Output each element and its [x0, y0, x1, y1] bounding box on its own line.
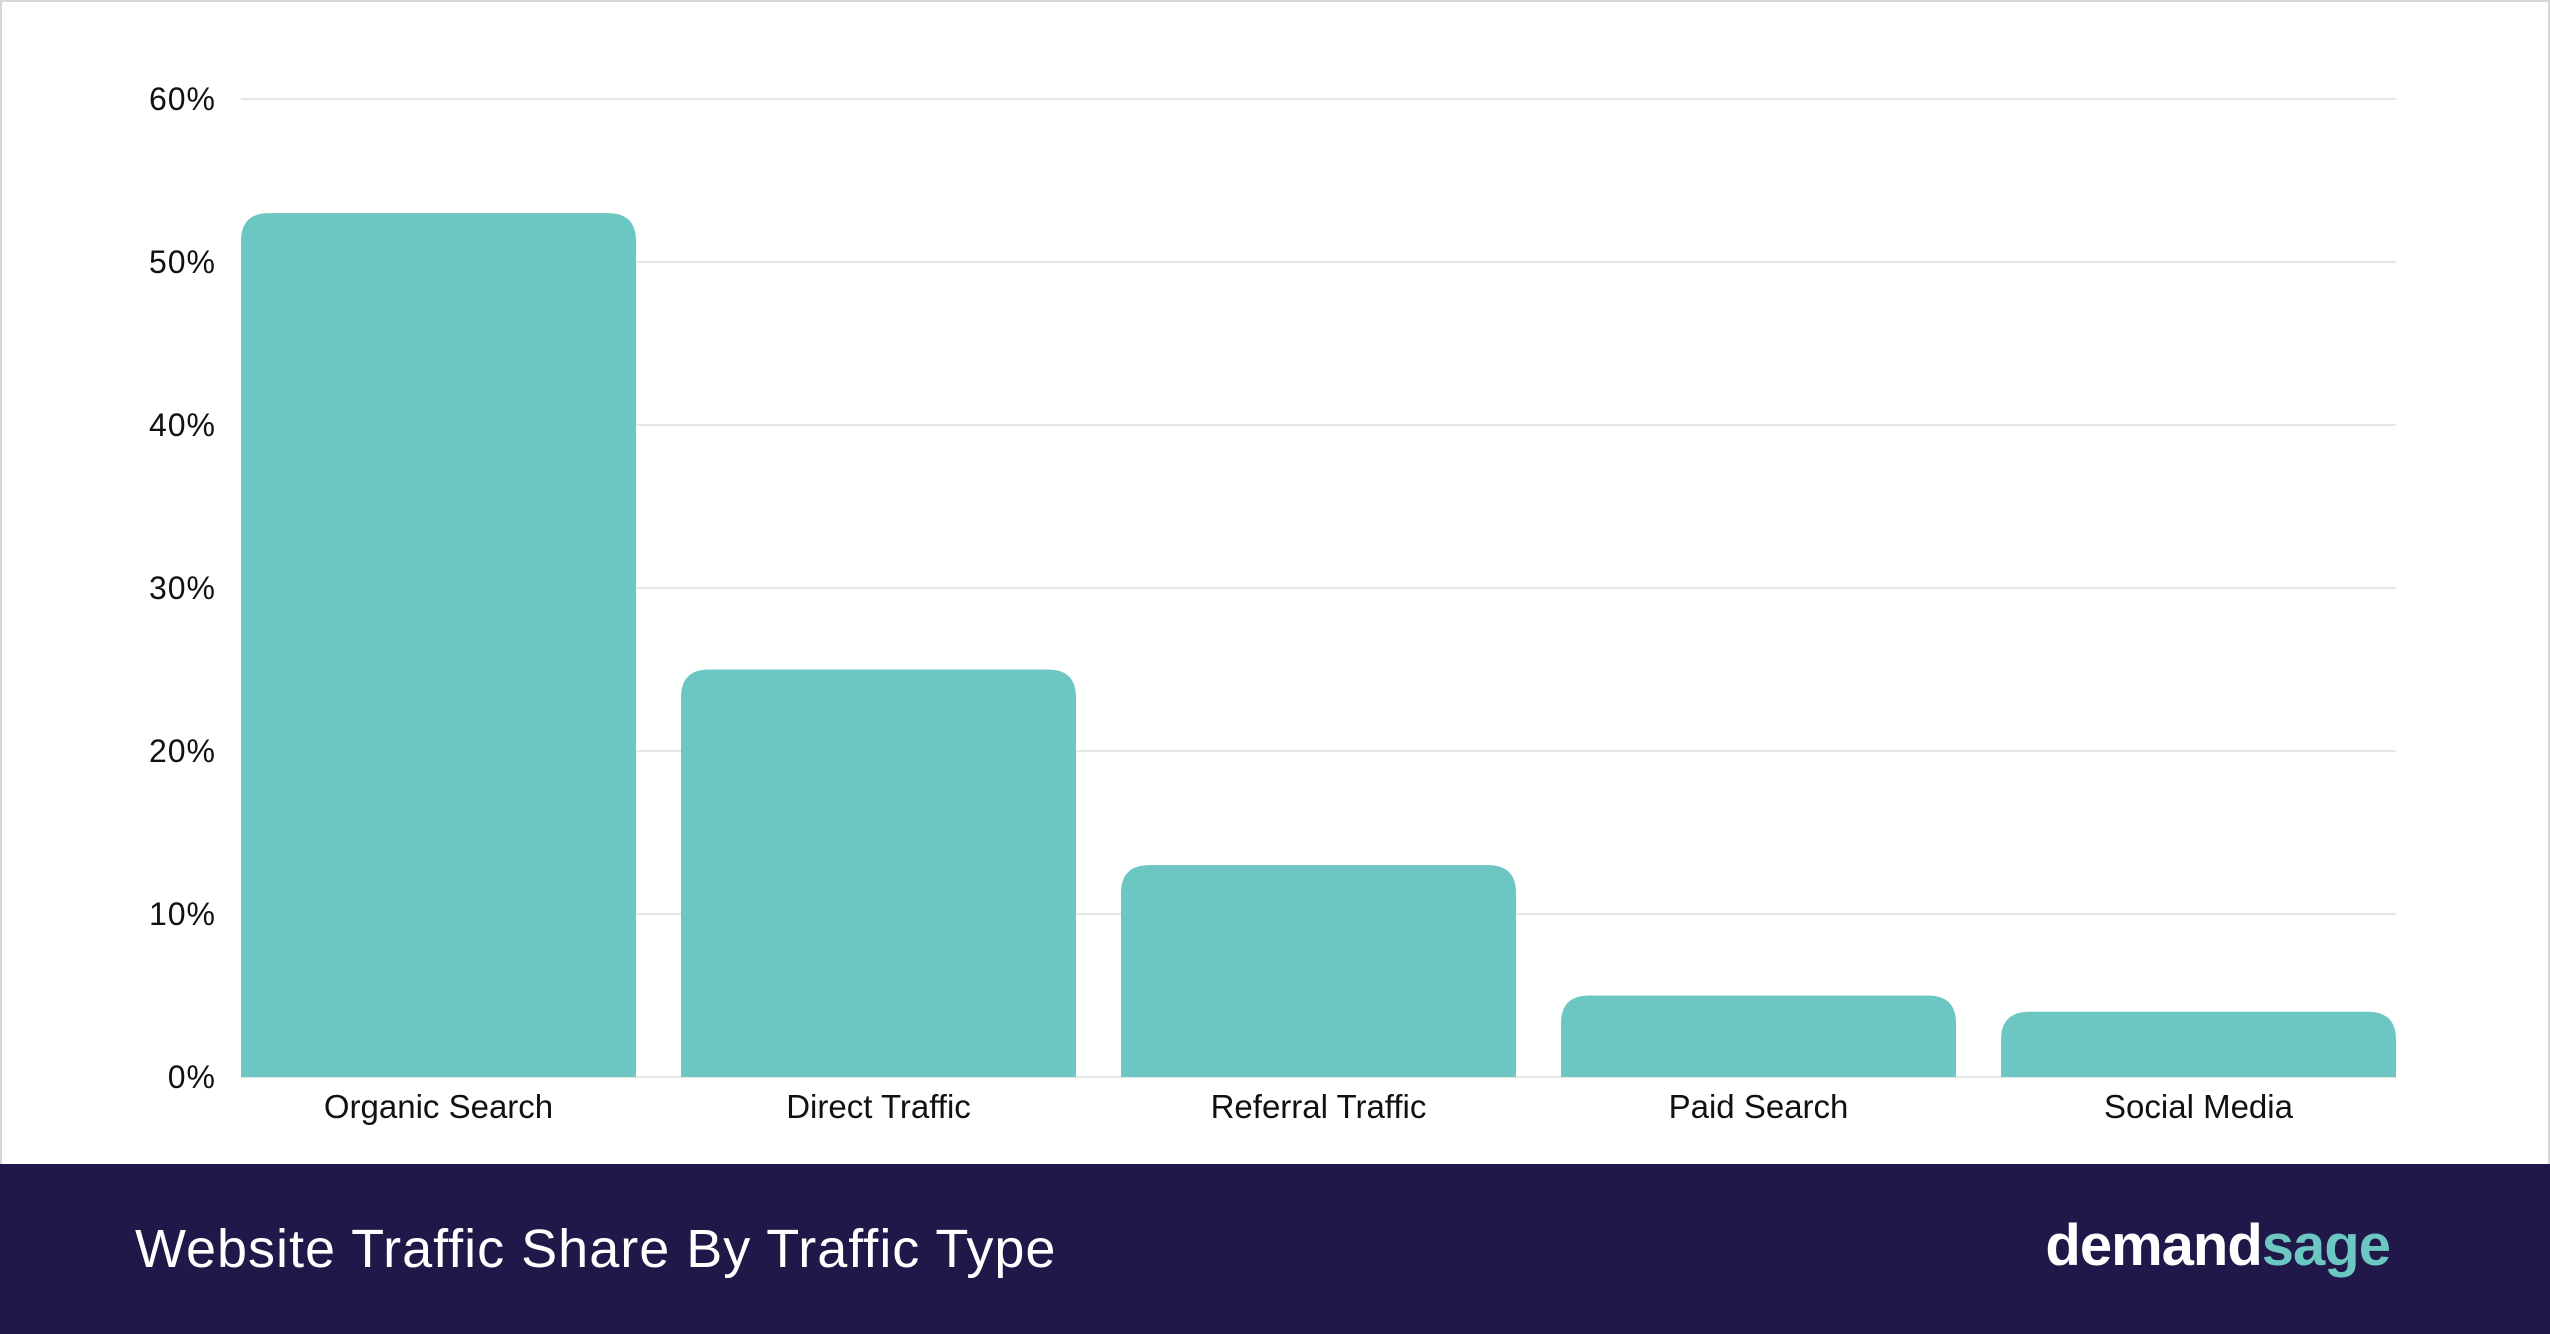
- x-tick-label: Social Media: [2104, 1088, 2294, 1125]
- bar-direct-traffic: [681, 669, 1076, 1077]
- chart-title: Website Traffic Share By Traffic Type: [135, 1219, 1057, 1279]
- bar-paid-search: [1561, 995, 1956, 1077]
- x-tick-label: Organic Search: [324, 1088, 553, 1125]
- y-tick-label: 30%: [149, 570, 216, 606]
- logo-part-demand: demand: [2045, 1213, 2262, 1279]
- y-tick-label: 60%: [149, 81, 216, 117]
- bar-organic-search: [241, 213, 636, 1078]
- x-tick-label: Referral Traffic: [1211, 1088, 1427, 1125]
- y-tick-label: 10%: [149, 896, 216, 932]
- bar-social-media: [2001, 1011, 2396, 1077]
- demandsage-logo: demandsage: [2045, 1212, 2391, 1279]
- logo-part-sage: sage: [2261, 1213, 2391, 1279]
- y-tick-label: 40%: [149, 407, 216, 443]
- x-tick-label: Direct Traffic: [786, 1088, 971, 1125]
- bar-referral-traffic: [1121, 865, 1516, 1077]
- y-tick-label: 50%: [149, 244, 216, 280]
- bar-chart: 0% 10% 20% 30% 40% 50% 60% Organic Search Direct…: [149, 81, 2396, 1125]
- footer-banner: Website Traffic Share By Traffic Type de…: [0, 1164, 2550, 1334]
- y-tick-label: 0%: [168, 1059, 216, 1095]
- y-tick-label: 20%: [149, 733, 216, 769]
- x-tick-label: Paid Search: [1669, 1088, 1849, 1125]
